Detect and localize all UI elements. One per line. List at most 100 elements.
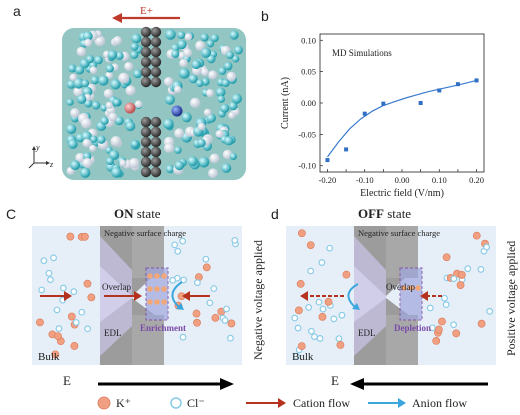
anion: [315, 298, 323, 306]
data-point: [381, 101, 386, 106]
anion: [55, 325, 63, 332]
graphene-atom: [140, 136, 152, 148]
atom: [229, 152, 237, 161]
anion: [206, 299, 214, 307]
atom: [174, 128, 185, 139]
y-axis-label: Current (nA): [280, 77, 291, 129]
graphene-atom: [150, 146, 162, 158]
fit-line: [327, 79, 477, 158]
anion: [308, 327, 315, 335]
atom: [68, 64, 77, 73]
graphene-atom: [150, 46, 162, 58]
anion: [450, 321, 458, 329]
cation: [67, 312, 76, 321]
atom: [131, 33, 142, 44]
atom: [82, 157, 93, 169]
legend-anion-label: Anion flow: [412, 396, 467, 410]
graphene-atom: [150, 136, 162, 148]
atom: [177, 31, 186, 40]
data-point: [474, 78, 479, 83]
atom: [195, 79, 204, 87]
zone-cation: [408, 285, 414, 291]
on-state-rest: state: [133, 206, 161, 221]
anion: [78, 308, 86, 316]
cation: [70, 342, 79, 350]
atom: [200, 33, 209, 42]
anion: [319, 305, 327, 313]
atom: [164, 94, 175, 105]
x-tick-label: 0.10: [432, 175, 447, 185]
atom: [82, 31, 93, 42]
atom: [197, 138, 206, 148]
atom: [234, 45, 243, 55]
on-state-bold: ON: [114, 206, 134, 221]
anion: [486, 307, 494, 315]
y-tick-label: 0.10: [301, 35, 316, 45]
atom: [110, 79, 121, 90]
atom: [181, 112, 192, 123]
atom: [201, 68, 209, 77]
off-state-bold: OFF: [358, 206, 384, 221]
overlap-zone: [145, 267, 169, 321]
cation: [51, 350, 60, 359]
graphene-atom: [140, 26, 152, 38]
atom: [83, 38, 92, 47]
atom: [82, 138, 92, 148]
graphene-atom: [140, 166, 152, 178]
cation: [83, 279, 92, 288]
graphene-atom: [150, 116, 162, 128]
atom: [221, 163, 232, 174]
cation: [342, 270, 351, 279]
data-point: [418, 101, 423, 105]
anion-flow-arrow-head: [176, 303, 184, 310]
atom: [218, 67, 227, 75]
graphene-atom: [150, 126, 162, 138]
atom: [115, 51, 124, 60]
cation: [442, 253, 451, 262]
cation: [477, 319, 486, 328]
cl-ion: [171, 105, 183, 117]
anion: [477, 266, 485, 273]
atom: [82, 86, 93, 97]
cation: [54, 332, 62, 340]
graphene-atom: [150, 156, 162, 168]
atom: [226, 71, 237, 82]
anion: [40, 257, 48, 265]
atom: [90, 135, 98, 143]
atom: [113, 36, 123, 45]
zone-cation: [147, 273, 153, 279]
cation: [66, 232, 75, 241]
atom: [130, 140, 140, 149]
atom: [97, 135, 106, 144]
zone-cation: [161, 286, 167, 292]
atom: [200, 47, 212, 58]
anion: [45, 269, 53, 277]
anion: [171, 241, 179, 249]
atom: [125, 85, 136, 96]
atom: [195, 40, 206, 51]
anion: [318, 259, 326, 266]
legend-k-marker: [97, 396, 111, 410]
surface-charge-label: Negative surface charge: [104, 228, 186, 238]
anion: [429, 324, 436, 332]
atom: [220, 103, 230, 113]
data-point: [344, 147, 349, 152]
cation: [456, 281, 465, 289]
anion: [72, 319, 80, 326]
atom: [228, 101, 238, 111]
atom: [91, 101, 101, 110]
x-tick-label: 0.20: [469, 175, 484, 185]
iv-chart: -0.20 -0.10 0.00 0.10 0.20-0.10-0.050.000.05…: [280, 33, 485, 199]
k-ion: [124, 102, 136, 114]
cation: [306, 241, 315, 249]
atom: [73, 86, 83, 97]
data-point: [437, 88, 442, 93]
anion: [193, 279, 201, 287]
anion-flow-arrow: [347, 283, 359, 309]
atom: [89, 66, 98, 74]
zone-cation: [147, 286, 153, 292]
data-point: [325, 158, 330, 163]
bulk-label: Bulk: [38, 351, 60, 363]
on-state-schematic: Negative surface charge Overlap EDL Enrichm…: [32, 226, 242, 365]
graphene-atom: [140, 46, 152, 58]
